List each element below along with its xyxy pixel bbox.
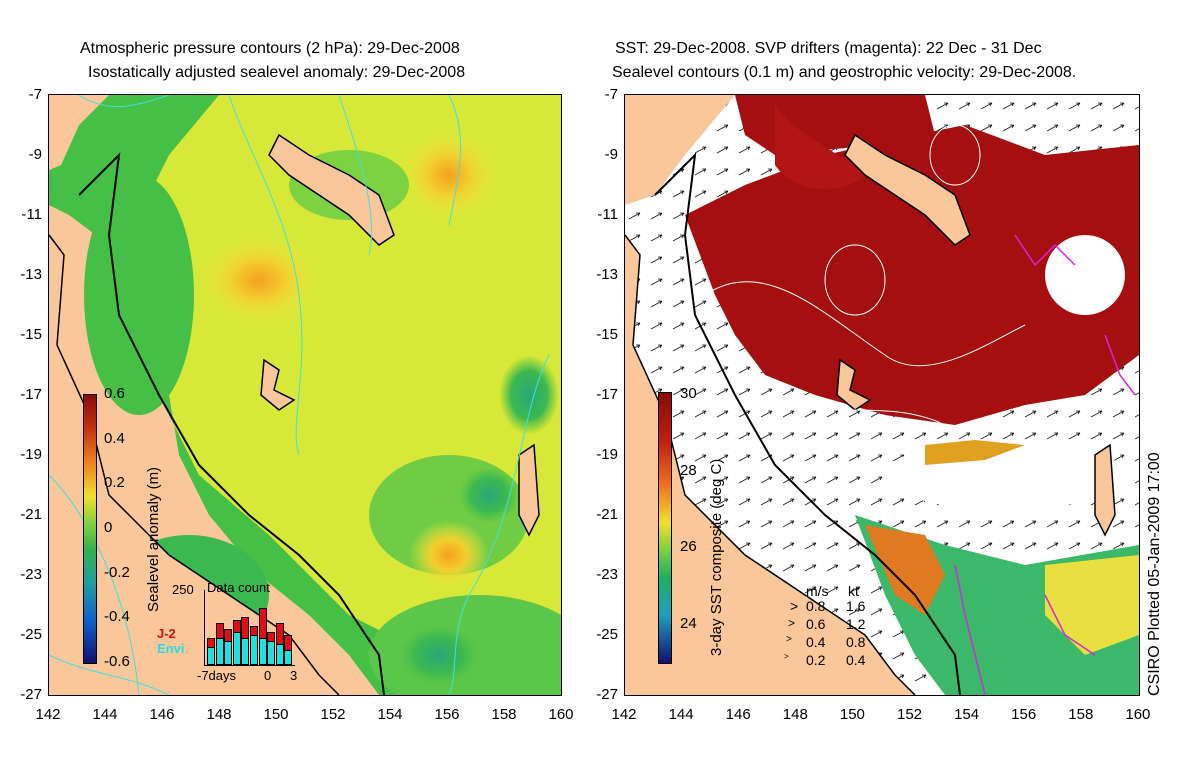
y-tick-label: -13	[596, 266, 618, 283]
sst-colorbar-label: 3-day SST composite (deg C)	[708, 458, 725, 656]
y-tick-label: -15	[20, 326, 42, 343]
x-tick-label: 152	[320, 706, 346, 723]
sealevel-colorbar	[83, 394, 97, 664]
y-tick-label: -25	[596, 626, 618, 643]
data-count-bar-envi	[250, 635, 258, 665]
data-count-legend-envi: Envi	[157, 641, 185, 656]
data-count-bar-envi	[232, 632, 241, 665]
y-tick-label: -9	[28, 146, 42, 163]
data-count-bar-envi	[215, 638, 224, 665]
data-count-title: Data count	[207, 580, 270, 595]
velocity-kt-value: 1.6	[846, 598, 866, 614]
velocity-arrow-icon: >	[786, 634, 792, 645]
colorbar-tick-label: 0.6	[104, 385, 125, 402]
y-tick-label: -19	[20, 446, 42, 463]
x-tick-label: 156	[434, 706, 460, 723]
credit-text: CSIRO Plotted 05-Jan-2009 17:00	[1146, 452, 1163, 696]
y-tick-label: -15	[596, 326, 618, 343]
velocity-arrow-icon: >	[788, 616, 796, 630]
colorbar-tick-label: 0	[104, 519, 113, 536]
colorbar-tick-label: -0.6	[104, 653, 130, 670]
y-tick-label: -21	[596, 506, 618, 523]
y-tick-label: -17	[20, 386, 42, 403]
x-tick-label: 148	[206, 706, 232, 723]
y-tick-label: -7	[604, 86, 618, 103]
x-tick-label: 150	[839, 706, 865, 723]
data-count-legend-j2: J-2	[157, 626, 176, 641]
velocity-ms-value: 0.6	[806, 616, 826, 632]
x-tick-label: 142	[611, 706, 637, 723]
left-title-line1: Atmospheric pressure contours (2 hPa): 2…	[80, 40, 460, 57]
colorbar-tick-label: 24	[680, 615, 697, 632]
velocity-legend-ms-header: m/s	[806, 583, 829, 599]
x-tick-label: 154	[377, 706, 403, 723]
velocity-ms-value: 0.2	[806, 652, 826, 668]
x-tick-label: 144	[668, 706, 694, 723]
sealevel-anomaly-map	[49, 95, 561, 695]
left-map	[48, 94, 562, 696]
y-tick-label: -23	[20, 566, 42, 583]
right-title-line2: Sealevel contours (0.1 m) and geostrophi…	[612, 64, 1077, 81]
y-tick-label: -13	[20, 266, 42, 283]
y-tick-label: -19	[596, 446, 618, 463]
colorbar-tick-label: -0.4	[104, 608, 130, 626]
y-tick-label: -21	[20, 506, 42, 523]
sealevel-colorbar-label: Sealevel anomaly (m)	[145, 466, 162, 612]
colorbar-tick-label: 28	[680, 461, 697, 479]
y-tick-label: -27	[20, 686, 42, 703]
velocity-arrow-icon: >	[784, 652, 789, 661]
colorbar-tick-label: 30	[680, 385, 697, 402]
velocity-arrow-icon: >	[790, 598, 799, 614]
y-tick-label: -27	[596, 686, 618, 703]
x-tick-label: 150	[263, 706, 289, 723]
right-map	[624, 94, 1140, 696]
data-count-bar-envi	[275, 644, 284, 665]
velocity-kt-value: 1.2	[846, 616, 866, 632]
sst-map	[625, 95, 1139, 695]
x-tick-label: 160	[1125, 706, 1151, 723]
y-tick-label: -17	[596, 386, 618, 403]
y-tick-label: -7	[28, 86, 42, 103]
velocity-kt-value: 0.4	[846, 652, 866, 668]
data-count-bar-envi	[241, 638, 250, 665]
data-count-bar-envi	[267, 641, 276, 665]
x-tick-label: 148	[782, 706, 808, 723]
colorbar-tick-label: 26	[680, 538, 697, 556]
x-tick-label: 144	[92, 706, 118, 723]
colorbar-tick-label: 0.2	[104, 474, 125, 492]
y-tick-label: -11	[21, 206, 42, 223]
velocity-ms-value: 0.4	[806, 634, 826, 650]
data-count-bar-envi	[284, 650, 293, 665]
y-tick-label: -9	[604, 146, 618, 163]
x-tick-label: 160	[548, 706, 574, 723]
x-tick-label: 146	[149, 706, 175, 723]
left-title-line2: Isostatically adjusted sealevel anomaly:…	[88, 64, 466, 81]
right-title-line1: SST: 29-Dec-2008. SVP drifters (magenta)…	[615, 40, 1042, 57]
data-count-xlabel-zero: 0	[264, 668, 272, 683]
x-tick-label: 142	[35, 706, 61, 723]
x-tick-label: 152	[896, 706, 923, 723]
x-tick-label: 158	[1068, 706, 1094, 723]
data-count-xlabel-start: -7days	[197, 668, 237, 683]
y-tick-label: -25	[20, 626, 42, 643]
data-count-xlabel-end: 3	[290, 668, 298, 683]
velocity-kt-value: 0.8	[846, 634, 866, 650]
colorbar-tick-label: 0.4	[104, 429, 125, 447]
y-tick-label: -11	[597, 206, 618, 223]
data-count-bar-envi	[224, 641, 233, 665]
data-count-bar-envi	[207, 647, 215, 665]
velocity-legend-kt-header: kt	[848, 583, 859, 599]
velocity-ms-value: 0.8	[806, 598, 826, 614]
x-tick-label: 154	[954, 706, 980, 723]
x-tick-label: 158	[491, 706, 517, 723]
data-count-ymax: 250	[172, 582, 194, 597]
colorbar-tick-label: -0.2	[104, 563, 130, 581]
data-count-bar-envi	[258, 638, 267, 665]
data-count-chart	[204, 590, 295, 666]
x-tick-label: 146	[725, 706, 751, 723]
y-tick-label: -23	[596, 566, 618, 583]
sst-colorbar	[658, 392, 672, 664]
x-tick-label: 156	[1011, 706, 1037, 723]
